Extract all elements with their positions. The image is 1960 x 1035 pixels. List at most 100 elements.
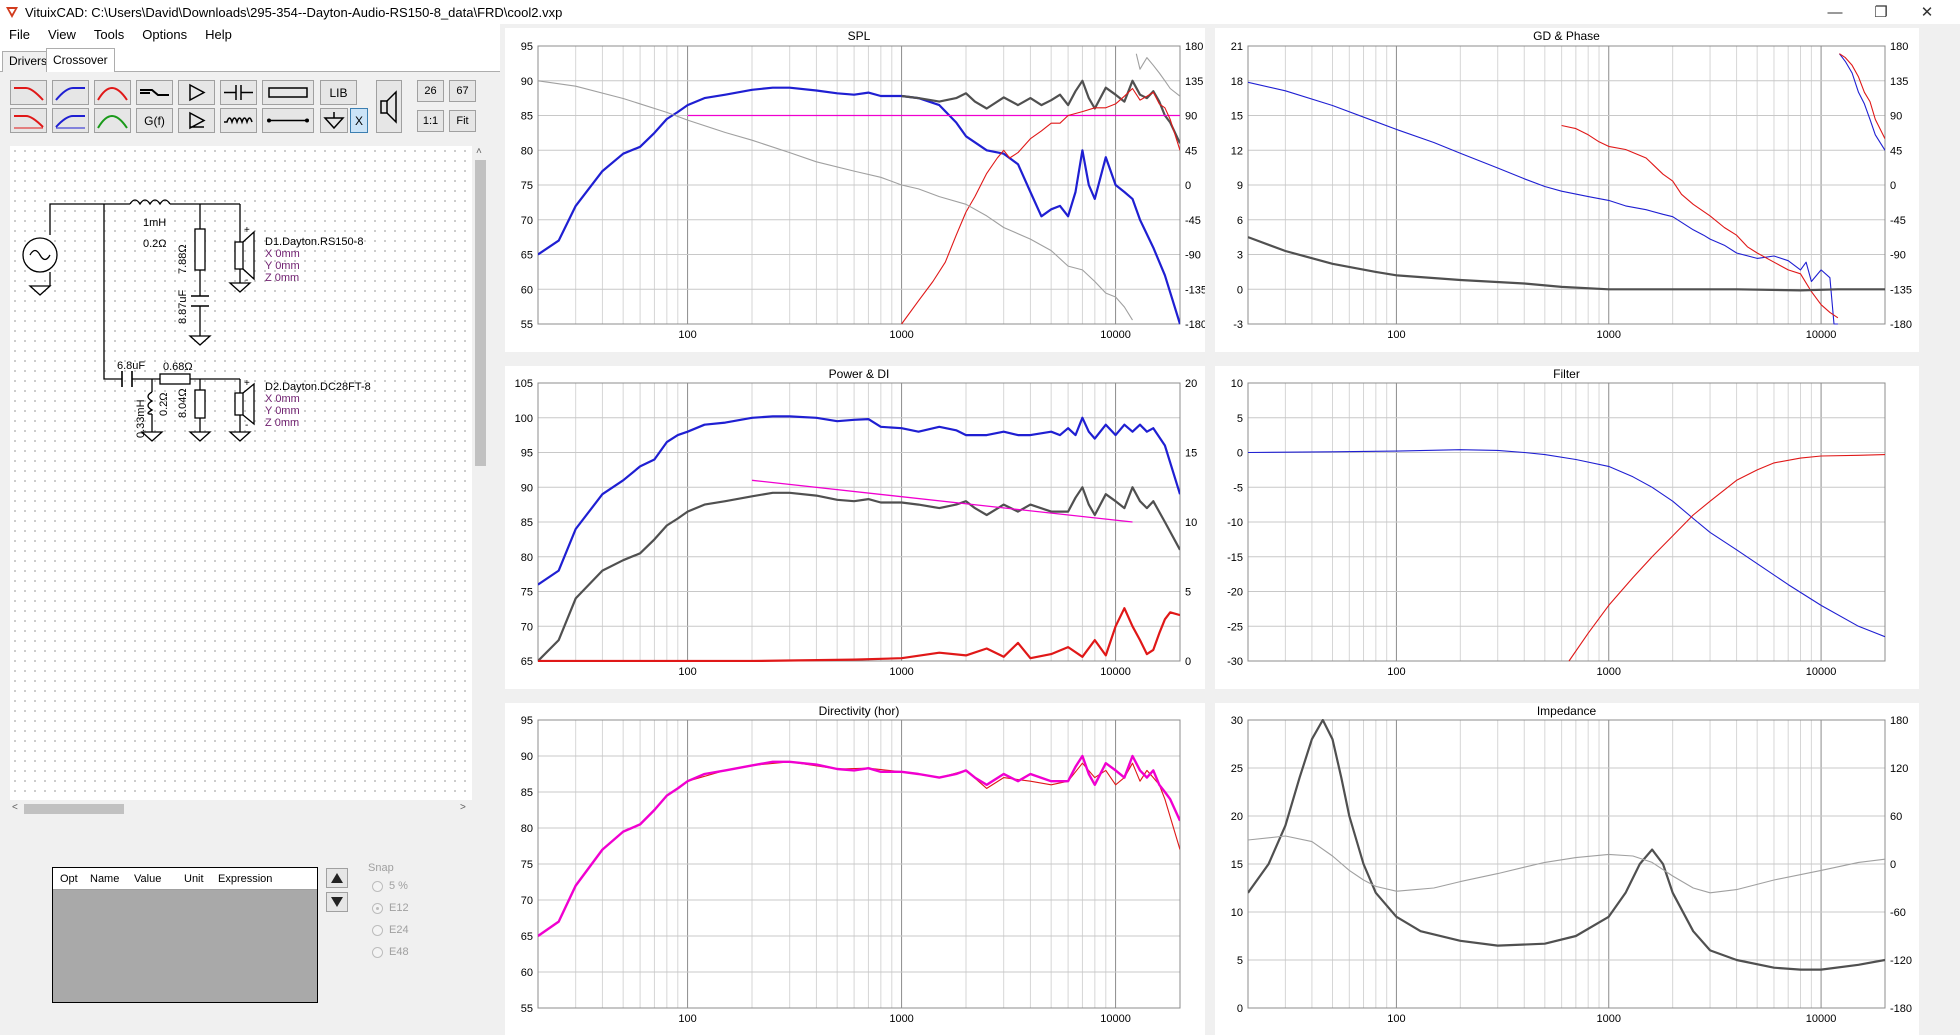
x-tick-label: 100	[1387, 1013, 1405, 1025]
shelf-button[interactable]	[136, 80, 173, 105]
grid	[537, 382, 1181, 662]
buffer-button[interactable]	[178, 80, 215, 105]
voltage-source[interactable]	[22, 237, 58, 273]
ground-icon	[323, 112, 345, 130]
vertical-scroll-thumb[interactable]	[475, 160, 486, 466]
plot-frame	[1247, 382, 1886, 662]
menu-options[interactable]: Options	[142, 27, 188, 42]
zoom-67-button[interactable]: 67	[449, 80, 476, 102]
lowpass-red-2-button[interactable]	[10, 108, 47, 133]
impedance-chart-panel[interactable]: 30 25 20 15 10 5 0 180 120 60 0 -60 -120 -180 100 1000 1…	[1215, 703, 1919, 1035]
parameter-table[interactable]: Opt Name Value Unit Expression	[52, 867, 318, 1003]
scroll-up-icon[interactable]: ˄	[476, 146, 482, 157]
tab-crossover[interactable]: Crossover	[46, 48, 115, 72]
y-tick-label: -30	[1227, 656, 1243, 668]
y-tick-label: -3	[1233, 319, 1243, 331]
schematic-canvas[interactable]: 1mH 0.2Ω 7.88Ω 8.87uF + - D1.Dayton.RS15…	[10, 146, 472, 800]
chart-title: Filter	[1553, 367, 1580, 381]
series-group	[538, 754, 1180, 937]
close-icon[interactable]: ✕	[1920, 4, 1934, 21]
zoom-1to1-button[interactable]: 1:1	[417, 110, 444, 132]
menu-tools[interactable]: Tools	[93, 27, 125, 42]
resistor-r3[interactable]	[194, 389, 206, 419]
y2-tick-label: -90	[1185, 250, 1201, 262]
scroll-left-icon[interactable]: ˂	[12, 802, 18, 813]
scroll-right-icon[interactable]: ˃	[460, 802, 466, 813]
r1-value: 7.88Ω	[177, 244, 189, 274]
gd-phase-chart-panel[interactable]: 21 18 15 12 9 6 3 0 -3 180 135 90 45 0 -45 -90 -135 -180 1…	[1215, 28, 1919, 352]
restore-icon[interactable]: ❐	[1874, 4, 1888, 21]
grid	[1247, 382, 1886, 662]
highpass-blue-button[interactable]	[52, 80, 89, 105]
y2-tick-label: -135	[1185, 284, 1205, 296]
move-down-button[interactable]	[326, 892, 348, 912]
snap-option-e12[interactable]: E12	[372, 902, 409, 914]
filter-chart-panel[interactable]: 10 5 0 -5 -10 -15 -20 -25 -30 100 1000 10000 Filter	[1215, 366, 1919, 689]
resistor-r1[interactable]	[194, 228, 206, 271]
y2-tick-label: -120	[1890, 955, 1912, 967]
resistor-button[interactable]	[262, 80, 314, 105]
inductor-l2[interactable]	[147, 391, 154, 415]
menu-file[interactable]: File	[9, 27, 30, 42]
resistor-r2[interactable]	[159, 373, 191, 385]
delete-x-button[interactable]: X	[350, 108, 368, 133]
y-tick-label: 10	[1231, 378, 1243, 390]
plot-frame	[537, 719, 1181, 1009]
inductor-l1[interactable]	[129, 199, 171, 206]
ground-source	[28, 285, 52, 296]
y-tick-label: -10	[1227, 517, 1243, 529]
directivity-chart-panel[interactable]: 95 90 85 80 75 70 65 60 55 100 1000 10000 Directivit…	[505, 703, 1205, 1035]
zoom-fit-button[interactable]: Fit	[449, 110, 476, 132]
series-line-lightgray	[1248, 835, 1885, 894]
bandpass-red-button[interactable]	[94, 80, 131, 105]
ground-d1	[228, 282, 252, 293]
y-tick-label: 3	[1237, 250, 1243, 262]
spl-chart-panel[interactable]: 95 90 85 80 75 70 65 60 55 180 135 90 45 0 -45 -90 -135 -…	[505, 28, 1205, 352]
snap-option-e24[interactable]: E24	[372, 924, 409, 936]
menu-view[interactable]: View	[47, 27, 76, 42]
highpass-blue-2-button[interactable]	[52, 108, 89, 133]
plot-frame	[1247, 45, 1886, 325]
lowpass-icon	[14, 87, 44, 101]
lib-button[interactable]: LIB	[320, 80, 357, 105]
snap-option-e48[interactable]: E48	[372, 946, 409, 958]
schematic-horizontal-scrollbar[interactable]: ˂ ˃	[10, 800, 472, 817]
driver-d2[interactable]	[234, 382, 255, 426]
d1-x: X 0mm	[265, 248, 300, 260]
inductor-button[interactable]	[220, 108, 257, 133]
y-tick-label: 18	[1231, 76, 1243, 88]
snap-option-5pct[interactable]: 5 %	[372, 880, 408, 892]
menu-help[interactable]: Help	[205, 27, 232, 42]
lowpass-red-button[interactable]	[10, 80, 47, 105]
capacitor-button[interactable]	[220, 80, 257, 105]
y-tick-label: 90	[521, 482, 533, 494]
move-up-button[interactable]	[326, 868, 348, 888]
wire-icon	[267, 118, 309, 123]
x-tick-label: 10000	[1806, 1013, 1837, 1025]
grid	[1247, 45, 1886, 325]
x-tick-label: 10000	[1100, 329, 1131, 341]
x-tick-label: 1000	[889, 1013, 913, 1025]
series-line-blue	[538, 415, 1180, 586]
schematic-vertical-scrollbar[interactable]: ˄	[472, 146, 489, 800]
wire-button[interactable]	[262, 108, 314, 133]
x-tick-label: 1000	[1597, 666, 1621, 678]
zoom-26-button[interactable]: 26	[417, 80, 444, 102]
capacitor-c2[interactable]	[121, 371, 133, 387]
driver-button[interactable]	[376, 80, 402, 133]
capacitor-c1[interactable]	[191, 295, 209, 307]
y-tick-label: 75	[521, 859, 533, 871]
series-line-gray	[538, 486, 1180, 662]
series-line-red	[538, 761, 1180, 937]
ground-button[interactable]	[320, 108, 348, 133]
series-group	[538, 415, 1180, 662]
c2-value: 6.8uF	[117, 360, 145, 372]
minimize-icon[interactable]: —	[1827, 3, 1843, 21]
transfer-function-button[interactable]: G(f)	[136, 108, 173, 133]
driver-d1[interactable]	[234, 230, 255, 281]
opamp-button[interactable]	[178, 108, 215, 133]
horizontal-scroll-thumb[interactable]	[24, 804, 124, 814]
power-di-chart-panel[interactable]: 105 100 95 90 85 80 75 70 65 20 15 10 5 0 100 1000 10000…	[505, 366, 1205, 689]
bandpass-green-button[interactable]	[94, 108, 131, 133]
